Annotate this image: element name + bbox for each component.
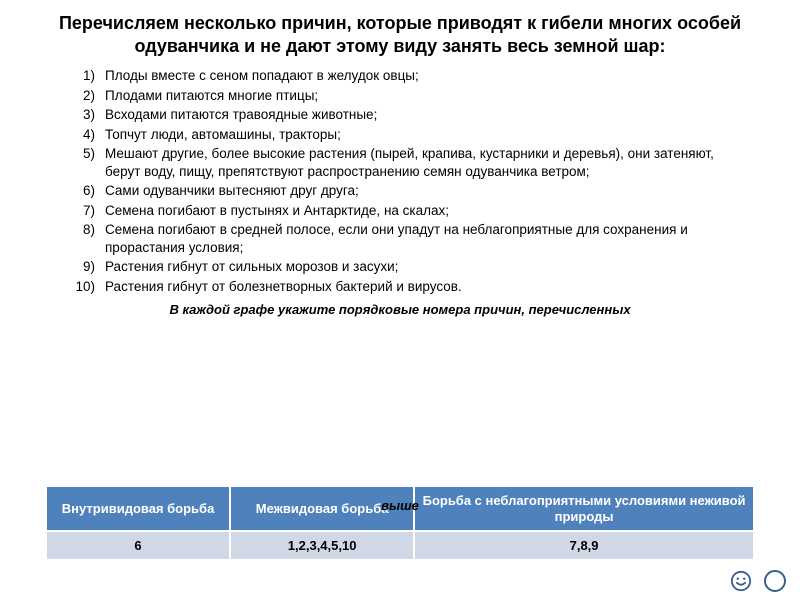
table-cell: 1,2,3,4,5,10 (230, 531, 414, 560)
instruction-text: В каждой графе укажите порядковые номера… (0, 298, 800, 318)
table-cell: 6 (46, 531, 230, 560)
list-number: 5) (75, 145, 105, 180)
list-number: 3) (75, 106, 105, 124)
list-text: Топчут люди, автомашины, тракторы; (105, 126, 750, 144)
list-item: 3)Всходами питаются травоядные животные; (75, 106, 750, 124)
list-number: 10) (75, 278, 105, 296)
list-item: 6)Сами одуванчики вытесняют друг друга; (75, 182, 750, 200)
list-item: 1)Плоды вместе с сеном попадают в желудо… (75, 67, 750, 85)
list-text: Всходами питаются травоядные животные; (105, 106, 750, 124)
list-item: 9)Растения гибнут от сильных морозов и з… (75, 258, 750, 276)
list-item: 10)Растения гибнут от болезнетворных бак… (75, 278, 750, 296)
circle-icon (764, 570, 786, 592)
list-text: Растения гибнут от болезнетворных бактер… (105, 278, 750, 296)
list-item: 7)Семена погибают в пустынях и Антарктид… (75, 202, 750, 220)
classification-table: Внутривидовая борьба Межвидовая борьба Б… (0, 485, 800, 561)
smiley-icon (730, 570, 752, 592)
list-item: 5)Мешают другие, более высокие растения … (75, 145, 750, 180)
list-text: Растения гибнут от сильных морозов и зас… (105, 258, 750, 276)
list-text: Семена погибают в пустынях и Антарктиде,… (105, 202, 750, 220)
list-text: Плоды вместе с сеном попадают в желудок … (105, 67, 750, 85)
list-text: Плодами питаются многие птицы; (105, 87, 750, 105)
instruction-text-overflow: выше (0, 498, 800, 513)
list-number: 7) (75, 202, 105, 220)
table-cell: 7,8,9 (414, 531, 754, 560)
list-number: 9) (75, 258, 105, 276)
list-text: Семена погибают в средней полосе, если о… (105, 221, 750, 256)
list-number: 1) (75, 67, 105, 85)
list-text: Мешают другие, более высокие растения (п… (105, 145, 750, 180)
reasons-list: 1)Плоды вместе с сеном попадают в желудо… (0, 67, 800, 296)
list-number: 4) (75, 126, 105, 144)
list-item: 2)Плодами питаются многие птицы; (75, 87, 750, 105)
list-number: 2) (75, 87, 105, 105)
list-number: 6) (75, 182, 105, 200)
list-number: 8) (75, 221, 105, 256)
page-title: Перечисляем несколько причин, которые пр… (0, 0, 800, 67)
list-item: 4)Топчут люди, автомашины, тракторы; (75, 126, 750, 144)
list-item: 8)Семена погибают в средней полосе, если… (75, 221, 750, 256)
list-text: Сами одуванчики вытесняют друг друга; (105, 182, 750, 200)
